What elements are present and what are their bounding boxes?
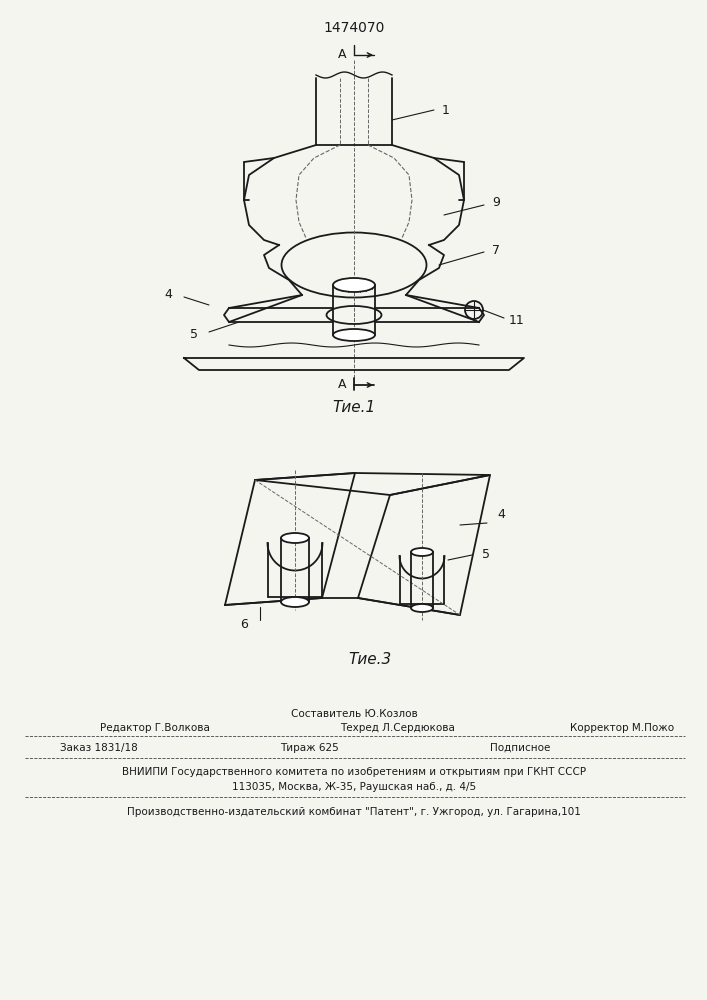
- Text: 4: 4: [497, 508, 505, 522]
- Text: A: A: [338, 378, 346, 391]
- Text: 113035, Москва, Ж-35, Раушская наб., д. 4/5: 113035, Москва, Ж-35, Раушская наб., д. …: [232, 782, 476, 792]
- Text: Подписное: Подписное: [490, 743, 550, 753]
- Text: 5: 5: [190, 328, 198, 340]
- Ellipse shape: [281, 533, 309, 543]
- Text: 4: 4: [164, 288, 172, 302]
- Ellipse shape: [281, 597, 309, 607]
- Text: Заказ 1831/18: Заказ 1831/18: [60, 743, 138, 753]
- Text: Техред Л.Сердюкова: Техред Л.Сердюкова: [340, 723, 455, 733]
- Text: ВНИИПИ Государственного комитета по изобретениям и открытиям при ГКНТ СССР: ВНИИПИ Государственного комитета по изоб…: [122, 767, 586, 777]
- Text: Составитель Ю.Козлов: Составитель Ю.Козлов: [291, 709, 417, 719]
- Text: 7: 7: [492, 243, 500, 256]
- Text: Корректор М.Пожо: Корректор М.Пожо: [570, 723, 674, 733]
- Text: 9: 9: [492, 196, 500, 210]
- Text: 11: 11: [509, 314, 525, 326]
- Text: Редактор Г.Волкова: Редактор Г.Волкова: [100, 723, 210, 733]
- Ellipse shape: [411, 604, 433, 612]
- Text: 1474070: 1474070: [323, 21, 385, 35]
- Ellipse shape: [411, 548, 433, 556]
- Text: A: A: [338, 48, 346, 62]
- Text: Производственно-издательский комбинат "Патент", г. Ужгород, ул. Гагарина,101: Производственно-издательский комбинат "П…: [127, 807, 581, 817]
- Text: 5: 5: [482, 548, 490, 562]
- Text: 6: 6: [240, 618, 248, 632]
- Ellipse shape: [333, 278, 375, 292]
- Text: Тираж 625: Тираж 625: [280, 743, 339, 753]
- Ellipse shape: [333, 329, 375, 341]
- Text: 1: 1: [442, 104, 450, 116]
- Text: Τие.1: Τие.1: [332, 400, 375, 416]
- Text: Τие.3: Τие.3: [349, 652, 392, 668]
